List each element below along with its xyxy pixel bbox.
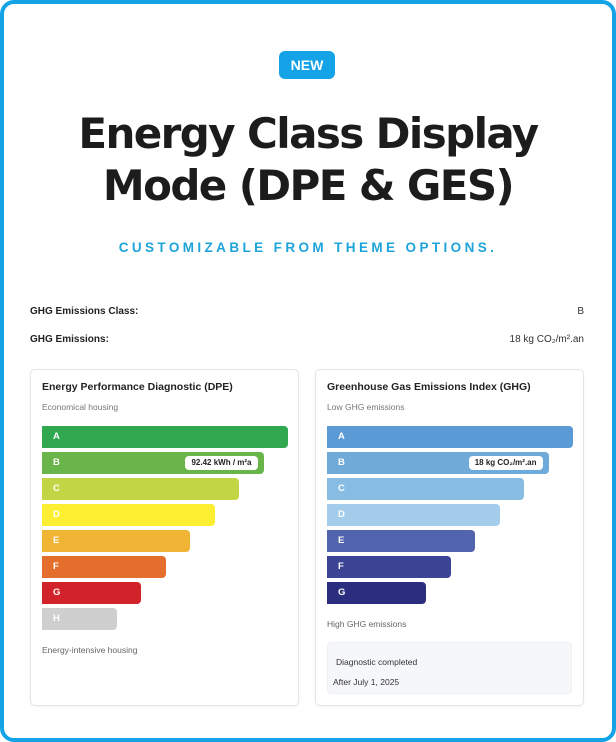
ghg-bar-d: D: [327, 504, 500, 526]
dpe-bar-e: E: [42, 530, 190, 552]
dpe-bar-b: B 92.42 kWh / m²a: [42, 452, 264, 474]
dpe-bar-label: E: [53, 535, 60, 546]
dpe-bar-label: A: [53, 431, 60, 442]
page-title-line-1: Energy Class Display: [78, 109, 539, 158]
page-title-line-2: Mode (DPE & GES): [102, 161, 515, 210]
dpe-bar-label: C: [53, 483, 60, 494]
ghg-title: Greenhouse Gas Emissions Index (GHG): [327, 381, 531, 393]
ghg-top-label: Low GHG emissions: [327, 402, 405, 412]
ghg-bar-g: G: [327, 582, 426, 604]
ghg-class-value: B: [577, 306, 584, 317]
ghg-bar-label: A: [338, 431, 345, 442]
ghg-emissions-value: 18 kg CO₂/m².an: [509, 334, 584, 345]
ghg-bar-e: E: [327, 530, 475, 552]
dpe-bar-label: F: [53, 561, 59, 572]
ghg-bar-f: F: [327, 556, 451, 578]
ghg-bar-label: F: [338, 561, 344, 572]
page-subtitle: CUSTOMIZABLE FROM THEME OPTIONS.: [118, 240, 498, 255]
ghg-bar-b: B 18 kg CO₂/m².an: [327, 452, 549, 474]
dpe-bar-c: C: [42, 478, 239, 500]
ghg-bar-c: C: [327, 478, 524, 500]
dpe-bottom-label: Energy-intensive housing: [42, 645, 138, 655]
dpe-current-value-pill: 92.42 kWh / m²a: [185, 456, 258, 470]
ghg-bar-label: D: [338, 509, 345, 520]
diagnostic-info-box: Diagnostic completed After July 1, 2025: [327, 642, 572, 694]
diagnostic-status: Diagnostic completed: [336, 657, 418, 667]
diagnostic-date: After July 1, 2025: [333, 677, 400, 687]
ghg-class-label: GHG Emissions Class:: [30, 306, 139, 317]
ghg-bar-label: G: [338, 587, 346, 598]
ghg-bar-label: B: [338, 457, 345, 468]
ghg-panel: Greenhouse Gas Emissions Index (GHG) Low…: [315, 369, 584, 706]
dpe-bar-a: A: [42, 426, 288, 448]
dpe-bar-g: G: [42, 582, 141, 604]
dpe-bar-f: F: [42, 556, 166, 578]
dpe-bar-label: H: [53, 613, 60, 624]
ghg-bar-a: A: [327, 426, 573, 448]
dpe-bar-d: D: [42, 504, 215, 526]
ghg-bottom-label: High GHG emissions: [327, 619, 407, 629]
dpe-bar-h: H: [42, 608, 117, 630]
ghg-bar-label: E: [338, 535, 345, 546]
page-title: Energy Class Display Mode (DPE & GES): [0, 108, 616, 212]
dpe-title: Energy Performance Diagnostic (DPE): [42, 381, 233, 393]
dpe-bar-label: B: [53, 457, 60, 468]
dpe-top-label: Economical housing: [42, 402, 119, 412]
new-badge: NEW: [279, 51, 335, 79]
ghg-current-value-pill: 18 kg CO₂/m².an: [468, 456, 543, 470]
dpe-panel: Energy Performance Diagnostic (DPE) Econ…: [30, 369, 299, 706]
dpe-bar-label: D: [53, 509, 60, 520]
dpe-bar-label: G: [53, 587, 61, 598]
ghg-emissions-label: GHG Emissions:: [30, 334, 109, 345]
ghg-bar-label: C: [338, 483, 345, 494]
